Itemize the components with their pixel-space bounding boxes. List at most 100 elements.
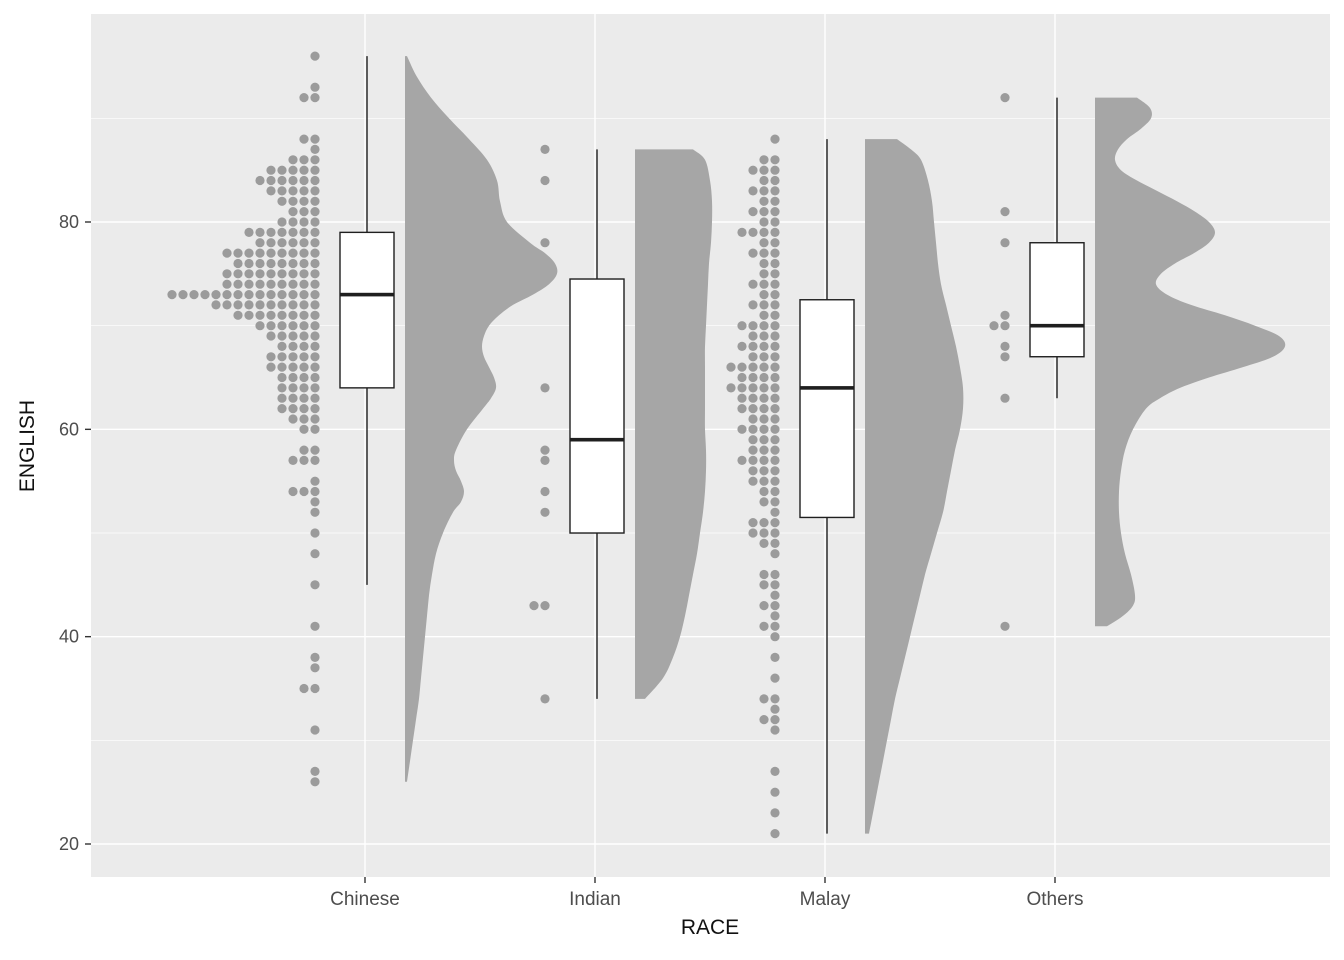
dot-malay <box>759 538 769 549</box>
dot-chinese <box>310 196 320 206</box>
dot-chinese <box>288 455 298 465</box>
dot-chinese <box>299 279 309 289</box>
dot-chinese <box>244 248 254 258</box>
dot-chinese <box>277 196 287 206</box>
dot-indian <box>540 144 550 154</box>
dot-malay <box>770 227 780 237</box>
dot-malay <box>759 196 769 206</box>
dot-chinese <box>310 165 320 175</box>
dot-malay <box>737 362 747 372</box>
dot-malay <box>759 476 769 486</box>
dot-chinese <box>200 290 210 300</box>
dot-chinese <box>288 207 298 217</box>
dot-malay <box>748 279 758 289</box>
dot-chinese <box>233 269 243 279</box>
dot-malay <box>759 601 769 611</box>
dot-malay <box>759 694 769 704</box>
dot-malay <box>770 414 780 424</box>
dot-malay <box>748 466 758 476</box>
dot-malay <box>759 404 769 414</box>
y-tick-label: 80 <box>59 212 79 232</box>
dot-chinese <box>255 300 265 310</box>
dot-malay <box>770 341 780 351</box>
dot-chinese <box>310 383 320 393</box>
dot-malay <box>759 715 769 725</box>
dot-malay <box>748 445 758 455</box>
dot-chinese <box>167 290 177 300</box>
dot-malay <box>748 424 758 434</box>
dot-chinese <box>277 352 287 362</box>
dot-malay <box>759 207 769 217</box>
dot-chinese <box>310 238 320 248</box>
dot-chinese <box>288 362 298 372</box>
dot-others <box>1000 310 1010 320</box>
dot-malay <box>748 393 758 403</box>
dot-chinese <box>255 227 265 237</box>
dot-others <box>1000 207 1010 217</box>
dot-malay <box>770 601 780 611</box>
dot-chinese <box>310 269 320 279</box>
dot-chinese <box>299 175 309 186</box>
dot-chinese <box>299 455 309 465</box>
dot-malay <box>748 165 758 175</box>
violin-malay <box>865 139 964 834</box>
dot-chinese <box>288 279 298 289</box>
dot-malay <box>770 393 780 403</box>
dot-chinese <box>310 621 320 631</box>
dot-chinese <box>310 144 320 154</box>
dot-chinese <box>244 290 254 300</box>
dot-indian <box>540 238 550 248</box>
dot-chinese <box>310 310 320 320</box>
dot-malay <box>748 414 758 424</box>
dot-chinese <box>222 290 232 300</box>
dot-malay <box>759 217 769 227</box>
dot-malay <box>759 383 769 393</box>
dot-malay <box>770 238 780 248</box>
dot-chinese <box>310 321 320 331</box>
dot-chinese <box>288 227 298 237</box>
dot-malay <box>770 372 780 383</box>
dot-malay <box>748 227 758 237</box>
dot-chinese <box>277 300 287 310</box>
dot-chinese <box>310 777 320 787</box>
dot-malay <box>770 310 780 320</box>
dot-malay <box>770 611 780 621</box>
dot-chinese <box>233 248 243 258</box>
dot-chinese <box>277 321 287 331</box>
dot-malay <box>770 787 780 797</box>
dot-malay <box>770 829 780 839</box>
dot-chinese <box>277 227 287 237</box>
dot-malay <box>759 414 769 424</box>
dot-chinese <box>310 155 320 165</box>
dot-indian <box>540 455 550 465</box>
dot-malay <box>759 310 769 320</box>
dot-chinese <box>222 279 232 289</box>
dot-malay <box>726 383 736 393</box>
dot-chinese <box>255 290 265 300</box>
dot-malay <box>770 538 780 549</box>
dot-chinese <box>288 217 298 227</box>
dot-malay <box>759 497 769 507</box>
dot-chinese <box>299 445 309 455</box>
dot-chinese <box>266 248 276 258</box>
dot-malay <box>770 300 780 310</box>
dot-chinese <box>310 404 320 414</box>
dot-chinese <box>266 321 276 331</box>
dot-chinese <box>310 331 320 341</box>
dot-malay <box>748 383 758 393</box>
dot-chinese <box>255 175 265 186</box>
dot-malay <box>759 165 769 175</box>
dot-malay <box>748 455 758 465</box>
dot-chinese <box>299 155 309 165</box>
dot-malay <box>770 507 780 517</box>
dot-chinese <box>310 372 320 383</box>
box-indian <box>569 278 625 534</box>
dot-malay <box>770 279 780 289</box>
dot-chinese <box>233 300 243 310</box>
dot-chinese <box>310 300 320 310</box>
dot-indian <box>540 694 550 704</box>
violin-indian <box>635 149 713 699</box>
dot-chinese <box>266 300 276 310</box>
dot-malay <box>737 404 747 414</box>
